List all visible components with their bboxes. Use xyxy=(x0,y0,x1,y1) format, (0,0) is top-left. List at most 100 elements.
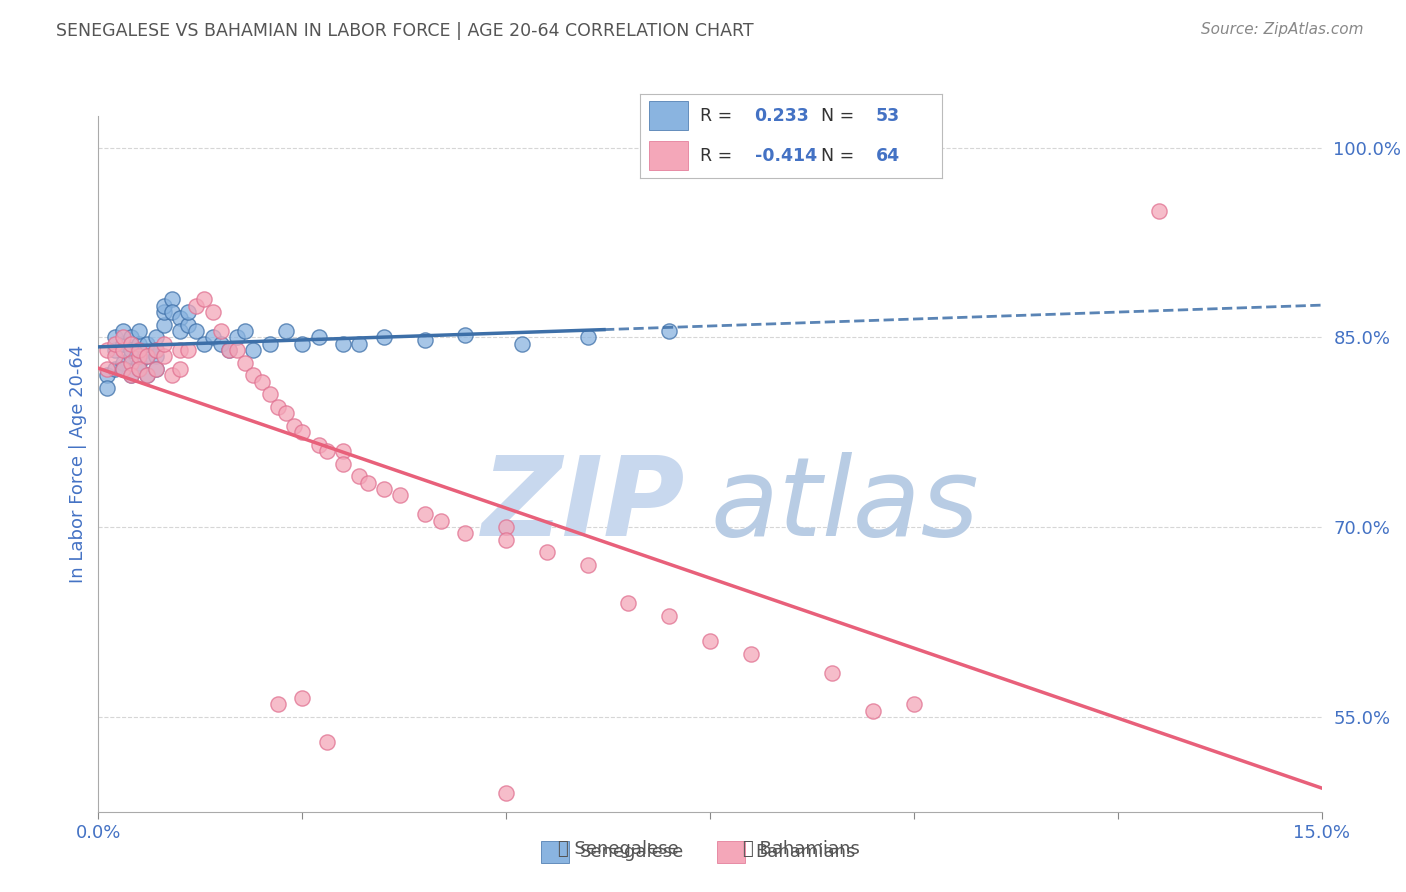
Point xyxy=(111,356,134,370)
Point xyxy=(495,786,517,800)
Point xyxy=(128,336,150,351)
Point xyxy=(104,336,127,351)
Point xyxy=(699,634,721,648)
Point xyxy=(104,343,127,357)
Point xyxy=(250,375,273,389)
Point xyxy=(177,343,200,357)
Point xyxy=(201,330,224,344)
Text: R =: R = xyxy=(700,147,738,165)
Text: 53: 53 xyxy=(876,107,900,125)
Text: 64: 64 xyxy=(876,147,900,165)
Point xyxy=(389,488,412,502)
Point xyxy=(495,520,517,534)
Point xyxy=(495,533,517,547)
FancyBboxPatch shape xyxy=(648,141,688,169)
Point xyxy=(128,362,150,376)
Point xyxy=(283,418,305,433)
Point xyxy=(349,469,371,483)
Point xyxy=(120,349,142,363)
Point xyxy=(136,349,159,363)
Point xyxy=(152,305,174,319)
Text: Senegalese: Senegalese xyxy=(581,843,685,861)
Point xyxy=(177,305,200,319)
Point xyxy=(226,343,249,357)
Point xyxy=(96,381,118,395)
Point xyxy=(169,362,191,376)
Point xyxy=(120,336,142,351)
Point xyxy=(104,349,127,363)
Text: atlas: atlas xyxy=(710,452,979,559)
Point xyxy=(111,324,134,338)
Point xyxy=(658,324,681,338)
Point xyxy=(152,349,174,363)
Point xyxy=(373,482,395,496)
Point xyxy=(233,356,256,370)
Point xyxy=(136,336,159,351)
Point xyxy=(193,293,215,307)
Text: N =: N = xyxy=(821,107,860,125)
Bar xyxy=(541,841,569,863)
Point xyxy=(145,343,167,357)
Point xyxy=(145,362,167,376)
Point xyxy=(267,400,290,414)
Point xyxy=(160,305,183,319)
Point xyxy=(160,368,183,383)
Point xyxy=(120,330,142,344)
Point xyxy=(152,299,174,313)
Point xyxy=(193,336,215,351)
Point xyxy=(104,362,127,376)
Point xyxy=(576,330,599,344)
Point xyxy=(145,330,167,344)
Point xyxy=(152,318,174,332)
Point xyxy=(218,343,240,357)
Point xyxy=(454,526,477,541)
Text: Source: ZipAtlas.com: Source: ZipAtlas.com xyxy=(1201,22,1364,37)
Point xyxy=(413,333,436,347)
Point xyxy=(242,343,264,357)
Bar xyxy=(717,841,745,863)
Point xyxy=(145,362,167,376)
Point xyxy=(120,368,142,383)
Point xyxy=(430,514,453,528)
Point xyxy=(267,697,290,711)
Point xyxy=(177,318,200,332)
Point xyxy=(160,293,183,307)
Point xyxy=(120,356,142,370)
Point xyxy=(120,343,142,357)
Point xyxy=(104,330,127,344)
Point xyxy=(536,545,558,559)
Point xyxy=(373,330,395,344)
Point xyxy=(259,387,281,401)
Point xyxy=(291,690,314,705)
Point xyxy=(274,406,297,420)
Point xyxy=(332,444,354,458)
Point xyxy=(903,697,925,711)
Point xyxy=(136,368,159,383)
Point xyxy=(259,336,281,351)
Point xyxy=(308,330,330,344)
Text: ⬜ Bahamians: ⬜ Bahamians xyxy=(742,840,860,858)
Point xyxy=(862,704,884,718)
Point xyxy=(128,362,150,376)
Point xyxy=(332,336,354,351)
Point xyxy=(152,336,174,351)
Point xyxy=(576,558,599,572)
Point xyxy=(136,349,159,363)
Y-axis label: In Labor Force | Age 20-64: In Labor Force | Age 20-64 xyxy=(69,344,87,583)
Point xyxy=(145,343,167,357)
Point xyxy=(512,336,534,351)
Point xyxy=(96,362,118,376)
Point xyxy=(111,362,134,376)
Point xyxy=(315,444,337,458)
Point xyxy=(96,343,118,357)
Point xyxy=(111,336,134,351)
Point xyxy=(209,324,232,338)
Point xyxy=(128,349,150,363)
Point xyxy=(226,330,249,344)
Point xyxy=(120,368,142,383)
Point xyxy=(413,508,436,522)
Text: 0.233: 0.233 xyxy=(755,107,810,125)
Point xyxy=(315,735,337,749)
Point xyxy=(308,438,330,452)
Text: R =: R = xyxy=(700,107,738,125)
